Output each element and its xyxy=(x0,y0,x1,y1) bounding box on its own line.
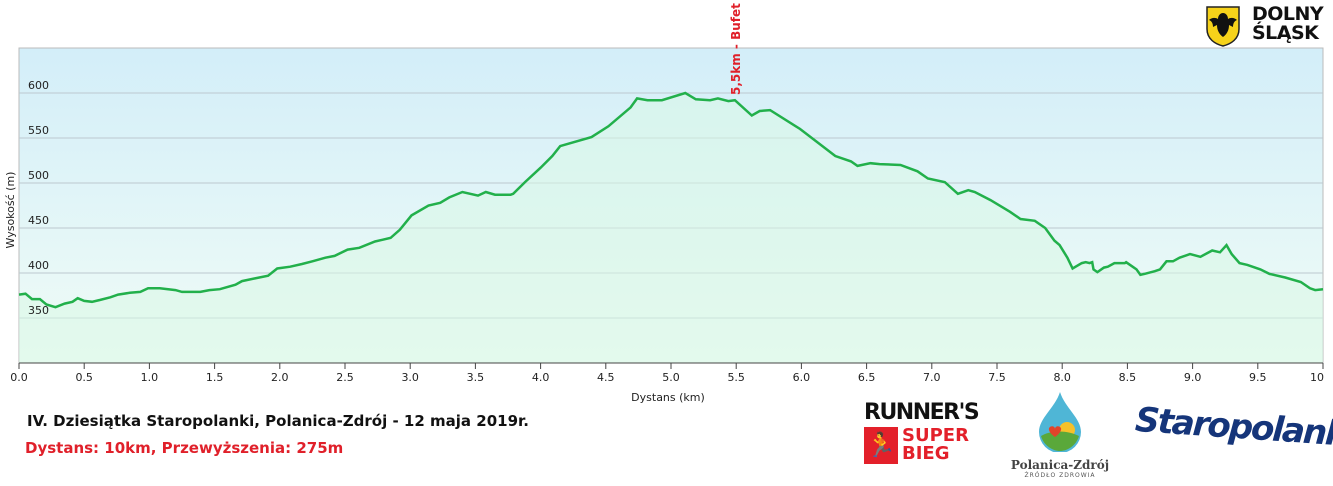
x-tick-label: 7.5 xyxy=(988,371,1006,384)
x-tick-label: 0.0 xyxy=(10,371,28,384)
x-tick-label: 9.5 xyxy=(1249,371,1267,384)
dolny-slask-logo: DOLNY ŚLĄSK xyxy=(1205,3,1324,47)
x-tick-label: 1.5 xyxy=(206,371,224,384)
y-tick-label: 350 xyxy=(28,304,49,317)
polanica-text: Polanica-Zdrój xyxy=(1010,458,1110,472)
x-tick-label: 5.0 xyxy=(662,371,680,384)
x-tick-label: 9.0 xyxy=(1184,371,1202,384)
y-axis-title: Wysokość (m) xyxy=(4,172,17,249)
chart-title: IV. Dziesiątka Staropolanki, Polanica-Zd… xyxy=(27,412,529,430)
x-tick-label: 3.0 xyxy=(401,371,419,384)
x-tick-label: 2.5 xyxy=(336,371,354,384)
x-tick-label: 6.5 xyxy=(858,371,876,384)
annotation-bufet: 5,5km - Bufet xyxy=(729,3,743,95)
y-tick-label: 550 xyxy=(28,124,49,137)
eagle-crest-icon xyxy=(1206,6,1240,47)
runners-super-bieg-logo: RUNNER'S 🏃 SUPER BIEG xyxy=(864,400,980,464)
runner-icon: 🏃 xyxy=(864,427,898,464)
water-drop-icon xyxy=(1039,392,1081,453)
x-tick-label: 4.0 xyxy=(532,371,550,384)
dolny-slask-text: DOLNY ŚLĄSK xyxy=(1252,3,1324,44)
x-tick-label: 2.0 xyxy=(271,371,289,384)
y-tick-label: 600 xyxy=(28,79,49,92)
x-tick-label: 8.5 xyxy=(1119,371,1137,384)
x-tick-label: 3.5 xyxy=(467,371,485,384)
y-tick-label: 450 xyxy=(28,214,49,227)
x-tick-label: 1.0 xyxy=(141,371,159,384)
y-tick-label: 500 xyxy=(28,169,49,182)
y-tick-label: 400 xyxy=(28,259,49,272)
x-axis-title: Dystans (km) xyxy=(631,391,705,404)
x-tick-label: 7.0 xyxy=(923,371,941,384)
x-tick-label: 4.5 xyxy=(597,371,615,384)
x-tick-label: 6.0 xyxy=(793,371,811,384)
x-tick-label: 10 xyxy=(1310,371,1324,384)
x-tick-label: 5.5 xyxy=(727,371,745,384)
chart-subtitle: Dystans: 10km, Przewyższenia: 275m xyxy=(25,439,344,457)
polanica-zdroj-logo: Polanica-Zdrój ŹRÓDŁO ZDROWIA xyxy=(1005,390,1115,485)
x-tick-label: 0.5 xyxy=(75,371,93,384)
elevation-line xyxy=(18,91,1324,309)
elevation-chart: 0.0 0.5 1.0 1.5 2.0 2.5 3.0 3.5 4.0 4.5 5.0 5.5 6.0 6… xyxy=(4,3,1324,404)
x-tick-label: 8.0 xyxy=(1053,371,1071,384)
elevation-area xyxy=(19,93,1323,363)
polanica-subtext: ŹRÓDŁO ZDROWIA xyxy=(1024,472,1096,479)
